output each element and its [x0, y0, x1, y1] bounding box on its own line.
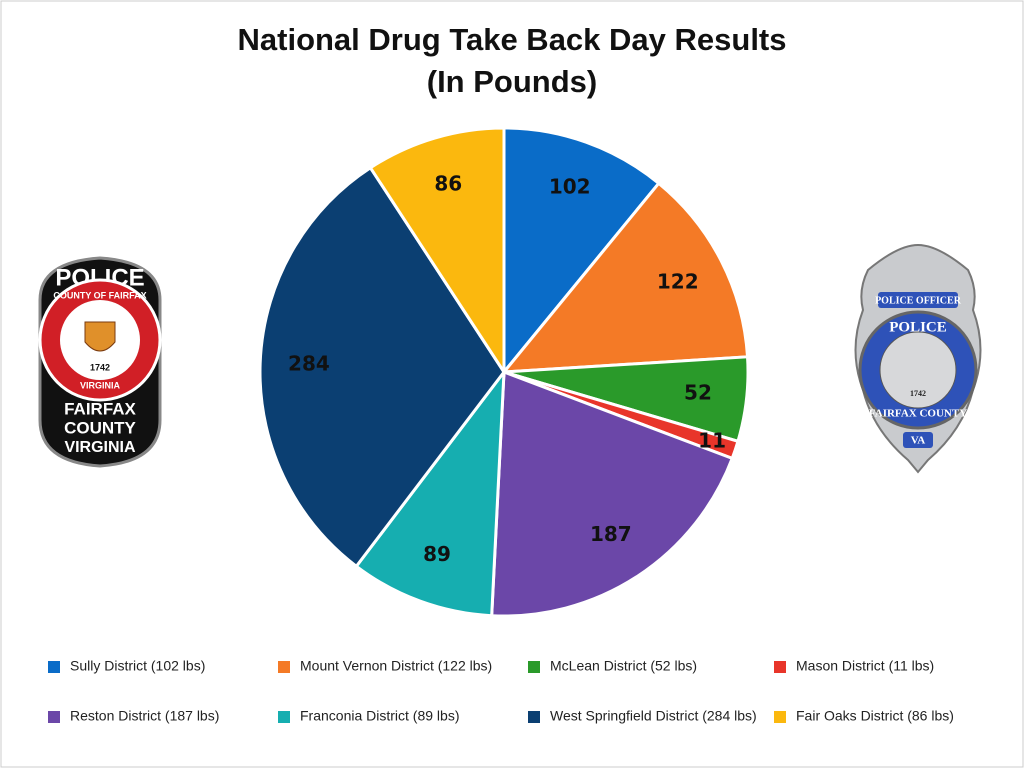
value-label: 52 — [684, 380, 712, 404]
legend-label: Sully District (102 lbs) — [70, 658, 205, 674]
badge-text: COUNTY — [64, 418, 136, 437]
right-badge: POLICE OFFICER POLICE 1742 FAIRFAX COUNT… — [854, 243, 982, 474]
value-label: 86 — [434, 171, 462, 195]
badge-text: VIRGINIA — [80, 380, 121, 390]
legend-swatch — [774, 711, 786, 723]
legend-swatch — [48, 711, 60, 723]
pie-slice — [354, 367, 506, 618]
value-label: 122 — [657, 270, 699, 294]
legend-label: West Springfield District (284 lbs) — [550, 708, 757, 724]
chart-title: National Drug Take Back Day Results — [238, 22, 787, 57]
value-label: 102 — [549, 175, 591, 199]
badge-text: COUNTY OF FAIRFAX — [53, 290, 146, 300]
chart-subtitle: (In Pounds) — [427, 64, 597, 99]
value-label: 187 — [590, 522, 632, 546]
pie-slice — [490, 369, 735, 618]
badge-text: POLICE OFFICER — [875, 295, 962, 306]
pie-slice — [258, 165, 506, 569]
pie-slice — [500, 181, 750, 374]
pie-slice — [502, 126, 661, 377]
pie-slice — [368, 126, 506, 378]
legend-label: Franconia District (89 lbs) — [300, 708, 460, 724]
badge-text: 1742 — [910, 389, 926, 398]
legend-label: Mason District (11 lbs) — [796, 658, 934, 674]
badge-text: FAIRFAX COUNTY — [869, 408, 967, 420]
legend-label: Mount Vernon District (122 lbs) — [300, 658, 492, 674]
badge-text: POLICE — [889, 319, 947, 335]
badge-text: 1742 — [90, 362, 110, 372]
badge-text: VIRGINIA — [64, 439, 136, 456]
legend-swatch — [278, 711, 290, 723]
value-label: 284 — [288, 352, 330, 376]
legend-swatch — [48, 661, 60, 673]
legend-swatch — [528, 661, 540, 673]
legend-swatch — [528, 711, 540, 723]
legend-swatch — [278, 661, 290, 673]
legend-swatch — [774, 661, 786, 673]
badge-text: VA — [911, 435, 926, 447]
badge-text: FAIRFAX — [64, 399, 136, 418]
legend-label: Fair Oaks District (86 lbs) — [796, 708, 954, 724]
value-label: 89 — [423, 542, 451, 566]
legend-label: McLean District (52 lbs) — [550, 658, 697, 674]
left-badge: POLICE COUNTY OF FAIRFAX 1742 VIRGINIA F… — [38, 256, 162, 468]
value-label: 11 — [698, 429, 726, 453]
legend-label: Reston District (187 lbs) — [70, 708, 219, 724]
